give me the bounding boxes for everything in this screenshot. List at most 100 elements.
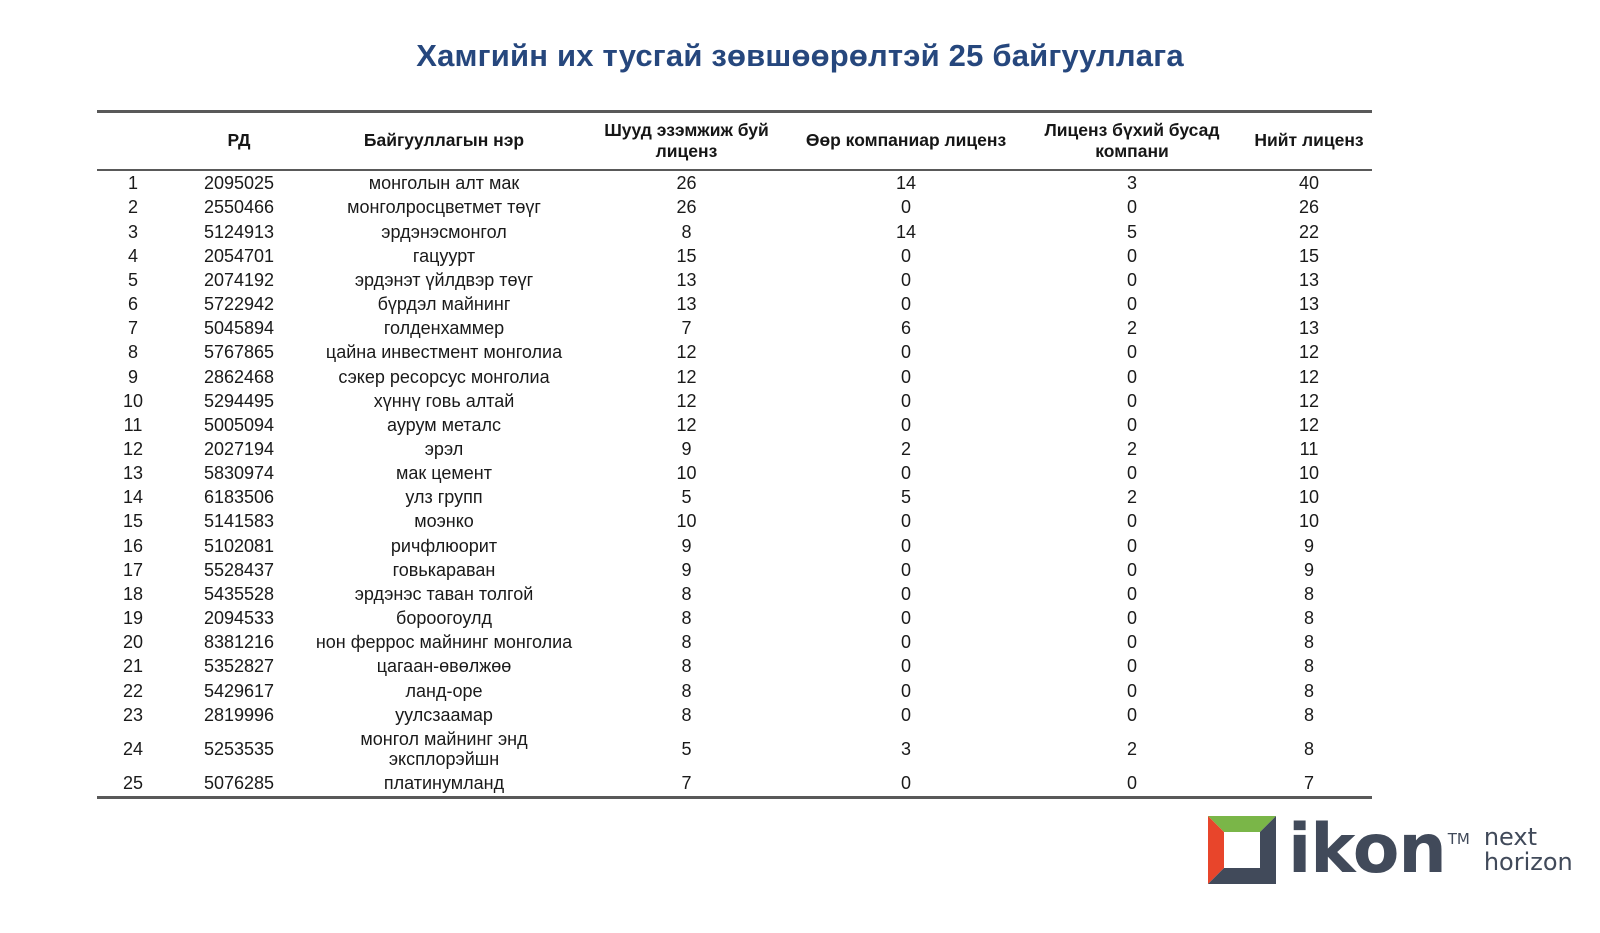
cell-total-licenses: 9 — [1303, 559, 1314, 580]
cell-company-name: голденхаммер — [383, 318, 505, 339]
table-row: 15 5141583 моэнко 10 0 0 10 — [97, 509, 1372, 533]
cell-total-licenses: 10 — [1298, 463, 1320, 484]
cell-company-name: эрдэнэт үйлдвэр төүг — [354, 269, 534, 290]
cell-company-name: монголросцветмет төүг — [347, 197, 541, 218]
cell-direct-licenses: 12 — [676, 366, 697, 387]
cell-rd: 2054701 — [203, 245, 275, 266]
cell-rd: 5830974 — [203, 463, 275, 484]
cell-other-company-licenses: 0 — [794, 771, 1018, 800]
cell-rd: 5124913 — [203, 221, 275, 242]
cell-index: 17 — [122, 559, 144, 580]
cell-other-company-licenses: 0 — [900, 366, 911, 387]
column-header-index — [97, 110, 169, 172]
cell-company-name: мак цемент — [396, 463, 492, 484]
column-header-total-licenses: Нийт лиценз — [1246, 110, 1372, 172]
ikon-tagline: next horizon — [1483, 824, 1573, 876]
cell-rd: 5429617 — [203, 680, 275, 701]
cell-other-licensed-companies: 0 — [1126, 414, 1137, 435]
cell-total-licenses: 10 — [1298, 487, 1320, 508]
table-row: 7 5045894 голденхаммер 7 6 2 13 — [97, 316, 1372, 340]
cell-other-licensed-companies: 0 — [1126, 269, 1137, 290]
cell-direct-licenses: 8 — [681, 583, 692, 604]
cell-other-licensed-companies: 0 — [1126, 535, 1137, 556]
cell-index: 20 — [122, 632, 144, 653]
cell-direct-licenses: 12 — [676, 390, 697, 411]
cell-direct-licenses: 8 — [681, 608, 692, 629]
cell-total-licenses: 8 — [1303, 583, 1314, 604]
cell-company-name: платинумланд — [309, 771, 579, 800]
table-row: 17 5528437 говькараван 9 0 0 9 — [97, 558, 1372, 582]
cell-total-licenses: 13 — [1298, 318, 1320, 339]
cell-rd: 2095025 — [203, 173, 275, 194]
cell-total-licenses: 9 — [1303, 535, 1314, 556]
cell-total-licenses: 7 — [1246, 771, 1372, 800]
cell-other-licensed-companies: 0 — [1126, 342, 1137, 363]
cell-total-licenses: 8 — [1303, 704, 1314, 725]
cell-company-name: цайна инвестмент монголиа — [325, 342, 563, 363]
cell-company-name: уулсзаамар — [395, 704, 493, 725]
cell-index: 2 — [127, 197, 138, 218]
cell-direct-licenses: 8 — [681, 680, 692, 701]
cell-other-company-licenses: 3 — [900, 738, 911, 759]
cell-index: 4 — [127, 245, 138, 266]
cell-index: 21 — [122, 656, 144, 677]
cell-company-name: говькараван — [392, 559, 496, 580]
cell-rd: 5352827 — [203, 656, 275, 677]
cell-company-name: нон феррос майнинг монголиа — [315, 632, 573, 653]
cell-other-licensed-companies: 0 — [1126, 294, 1137, 315]
cell-rd: 2862468 — [203, 366, 275, 387]
cell-other-company-licenses: 0 — [900, 294, 911, 315]
cell-company-name: сэкер ресорсус монголиа — [338, 366, 550, 387]
licenses-table: РД Байгууллагын нэр Шууд эзэмжиж буй лиц… — [97, 110, 1372, 800]
table-row: 13 5830974 мак цемент 10 0 0 10 — [97, 461, 1372, 485]
cell-total-licenses: 15 — [1298, 245, 1320, 266]
cell-direct-licenses: 8 — [681, 221, 692, 242]
cell-total-licenses: 10 — [1298, 511, 1320, 532]
cell-total-licenses: 13 — [1298, 269, 1320, 290]
cell-total-licenses: 12 — [1298, 414, 1320, 435]
cell-index: 6 — [127, 294, 138, 315]
cell-direct-licenses: 8 — [681, 632, 692, 653]
cell-total-licenses: 12 — [1298, 390, 1320, 411]
cell-direct-licenses: 9 — [681, 439, 692, 459]
cell-company-name: эрдэнэсмонгол — [381, 221, 507, 242]
cell-other-licensed-companies: 0 — [1126, 463, 1137, 484]
cell-rd: 5767865 — [203, 342, 275, 363]
licenses-table-container: РД Байгууллагын нэр Шууд эзэмжиж буй лиц… — [97, 110, 1372, 800]
table-row: 9 2862468 сэкер ресорсус монголиа 12 0 0 12 — [97, 365, 1372, 389]
cell-rd: 2819996 — [203, 704, 275, 725]
cell-total-licenses: 40 — [1298, 173, 1320, 194]
table-row: 10 5294495 хүннү говь алтай 12 0 0 12 — [97, 389, 1372, 413]
table-row: 16 5102081 ричфлюорит 9 0 0 9 — [97, 534, 1372, 558]
cell-index: 10 — [122, 390, 144, 411]
table-row: 2 2550466 монголросцветмет төүг 26 0 0 26 — [97, 195, 1372, 219]
cell-other-licensed-companies: 0 — [1018, 771, 1246, 800]
cell-direct-licenses: 12 — [676, 414, 697, 435]
cell-direct-licenses: 5 — [681, 487, 692, 508]
cell-total-licenses: 22 — [1298, 221, 1320, 242]
cell-other-company-licenses: 0 — [900, 197, 911, 218]
cell-company-name: гацуурт — [412, 245, 476, 266]
table-row: 4 2054701 гацуурт 15 0 0 15 — [97, 244, 1372, 268]
cell-rd: 2094533 — [203, 608, 275, 629]
column-header-other-licensed-companies: Лиценз бүхий бусад компани — [1018, 110, 1246, 172]
cell-direct-licenses: 10 — [676, 511, 697, 532]
column-header-other-company-licenses: Өөр компаниар лиценз — [794, 110, 1018, 172]
cell-rd: 5076285 — [169, 771, 309, 800]
cell-other-licensed-companies: 0 — [1126, 583, 1137, 604]
cell-other-company-licenses: 0 — [900, 414, 911, 435]
cell-company-name: хүннү говь алтай — [373, 390, 515, 411]
tagline-line-2: horizon — [1483, 848, 1573, 876]
table-row: 8 5767865 цайна инвестмент монголиа 12 0 0 12 — [97, 340, 1372, 364]
cell-other-licensed-companies: 2 — [1126, 318, 1137, 339]
table-row: 20 8381216 нон феррос майнинг монголиа 8 0 0 8 — [97, 630, 1372, 654]
cell-rd: 5005094 — [203, 414, 275, 435]
ikon-logo-mark-icon — [1205, 813, 1279, 887]
cell-other-company-licenses: 0 — [900, 632, 911, 653]
cell-other-company-licenses: 14 — [895, 173, 917, 194]
cell-company-name: цагаан-өвөлжөө — [376, 656, 512, 677]
cell-total-licenses: 12 — [1298, 366, 1320, 387]
cell-index: 18 — [122, 583, 144, 604]
cell-direct-licenses: 10 — [676, 463, 697, 484]
table-row: 18 5435528 эрдэнэс таван толгой 8 0 0 8 — [97, 582, 1372, 606]
